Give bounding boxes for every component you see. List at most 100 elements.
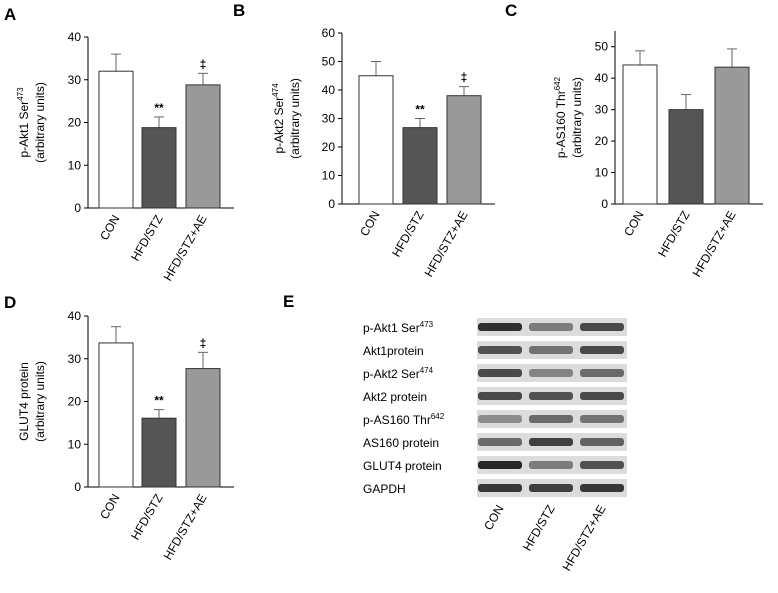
blot-band bbox=[580, 392, 624, 400]
blot-row-label: GAPDH bbox=[363, 482, 406, 496]
y-label-main: p-Akt1 Ser bbox=[17, 101, 31, 158]
blot-row-label-sup: 642 bbox=[431, 412, 445, 421]
y-tick-label: 20 bbox=[68, 116, 82, 130]
blot-row-label-sup: 473 bbox=[420, 320, 434, 329]
y-tick-label: 20 bbox=[595, 134, 609, 148]
blot-band bbox=[580, 369, 624, 377]
blot-band bbox=[478, 461, 522, 469]
x-tick-label: HFD/STZ+AE bbox=[690, 209, 739, 280]
blot-band bbox=[580, 346, 624, 354]
y-tick-label: 10 bbox=[68, 437, 82, 451]
y-tick-label: 60 bbox=[322, 26, 336, 40]
blot-band bbox=[478, 369, 522, 377]
bar bbox=[98, 342, 134, 488]
y-label: p-AS160 Thr642 (arbitrary units) bbox=[553, 76, 584, 158]
bar bbox=[185, 368, 221, 488]
blot-band bbox=[529, 323, 573, 331]
x-tick-label: HFD/STZ bbox=[128, 213, 165, 264]
y-tick-label: 20 bbox=[68, 395, 82, 409]
significance-label: ‡ bbox=[200, 57, 207, 71]
y-tick-label: 30 bbox=[68, 73, 82, 87]
y-label-line: p-Akt1 Ser473 bbox=[16, 87, 31, 158]
significance-label: ** bbox=[415, 103, 425, 117]
y-tick-label: 20 bbox=[322, 140, 336, 154]
blot-row-label-main: Akt2 protein bbox=[363, 390, 427, 404]
y-label-sup: 642 bbox=[553, 76, 562, 90]
x-tick-label: CON bbox=[621, 209, 646, 239]
y-label-line: p-AS160 Thr642 bbox=[553, 76, 568, 158]
y-tick-label: 40 bbox=[68, 30, 82, 44]
bar bbox=[185, 84, 221, 209]
y-tick-label: 30 bbox=[322, 112, 336, 126]
blot-band bbox=[529, 369, 573, 377]
bar bbox=[98, 70, 134, 209]
blot-row-label-main: GAPDH bbox=[363, 482, 406, 496]
y-label: p-Akt1 Ser473 (arbitrary units) bbox=[16, 82, 47, 163]
blot-band bbox=[580, 461, 624, 469]
x-tick-label: CON bbox=[97, 213, 122, 243]
y-label-sup: 473 bbox=[16, 87, 25, 101]
x-tick-label: HFD/STZ+AE bbox=[422, 209, 471, 280]
blot-band bbox=[580, 415, 624, 423]
blot-band bbox=[529, 438, 573, 446]
y-label-line: (arbitrary units) bbox=[570, 77, 584, 158]
significance-label: ** bbox=[154, 101, 164, 115]
significance-label: ** bbox=[154, 394, 164, 408]
x-tick-label: CON bbox=[357, 209, 382, 239]
lane-label: HFD/STZ bbox=[520, 503, 557, 554]
panel-label: B bbox=[233, 1, 245, 20]
panel-label: A bbox=[4, 5, 16, 24]
x-tick-label: CON bbox=[97, 492, 122, 522]
blot-band bbox=[478, 323, 522, 331]
blot-row-label: Akt2 protein bbox=[363, 390, 427, 404]
blot-row-label: GLUT4 protein bbox=[363, 459, 442, 473]
x-tick-label: HFD/STZ bbox=[128, 492, 165, 543]
blot-row-label: Akt1protein bbox=[363, 344, 424, 358]
y-tick-label: 0 bbox=[328, 197, 335, 211]
bar bbox=[714, 66, 750, 205]
bar bbox=[358, 75, 394, 205]
y-tick-label: 50 bbox=[595, 40, 609, 54]
blot-band bbox=[529, 392, 573, 400]
blot-row-label-sup: 474 bbox=[420, 366, 434, 375]
bar bbox=[668, 109, 704, 205]
blot-band bbox=[580, 484, 624, 492]
y-label-main: p-AS160 Thr bbox=[554, 90, 568, 158]
blot-row-label-main: Akt1protein bbox=[363, 344, 424, 358]
x-tick-label: HFD/STZ bbox=[655, 209, 692, 260]
y-label-line: (arbitrary units) bbox=[288, 78, 302, 159]
y-tick-label: 0 bbox=[74, 201, 81, 215]
panel-label: D bbox=[4, 293, 16, 312]
y-tick-label: 30 bbox=[68, 352, 82, 366]
blot-band bbox=[529, 415, 573, 423]
bar bbox=[141, 127, 177, 209]
y-tick-label: 0 bbox=[74, 480, 81, 494]
blot-row-label-main: p-AS160 Thr bbox=[363, 413, 431, 427]
blot-band bbox=[580, 323, 624, 331]
y-label-line: (arbitrary units) bbox=[33, 361, 47, 442]
x-tick-label: HFD/STZ+AE bbox=[161, 213, 210, 284]
y-label: p-Akt2 Ser474 (arbitrary units) bbox=[271, 78, 302, 159]
y-tick-label: 40 bbox=[322, 83, 336, 97]
blot-band bbox=[529, 461, 573, 469]
y-label: GLUT4 protein (arbitrary units) bbox=[17, 361, 47, 442]
blot-row-label: p-Akt2 Ser474 bbox=[363, 366, 434, 381]
y-label-line: (arbitrary units) bbox=[33, 82, 47, 163]
blot-row-label: AS160 protein bbox=[363, 436, 439, 450]
blot-row-label-main: GLUT4 protein bbox=[363, 459, 442, 473]
y-label-line: GLUT4 protein bbox=[17, 362, 31, 441]
y-label-main: GLUT4 protein bbox=[17, 362, 31, 441]
blot-band bbox=[580, 438, 624, 446]
panel-label: E bbox=[283, 292, 294, 311]
y-tick-label: 10 bbox=[322, 169, 336, 183]
significance-label: ‡ bbox=[461, 71, 468, 85]
y-label-line: p-Akt2 Ser474 bbox=[271, 83, 286, 154]
blot-row-label-main: AS160 protein bbox=[363, 436, 439, 450]
blot-band bbox=[478, 392, 522, 400]
y-tick-label: 0 bbox=[601, 197, 608, 211]
y-tick-label: 40 bbox=[68, 309, 82, 323]
blot-row-label-main: p-Akt2 Ser bbox=[363, 367, 420, 381]
blot-row-label-main: p-Akt1 Ser bbox=[363, 321, 420, 335]
bar bbox=[622, 64, 658, 205]
